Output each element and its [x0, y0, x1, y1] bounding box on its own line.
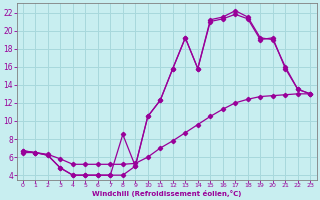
X-axis label: Windchill (Refroidissement éolien,°C): Windchill (Refroidissement éolien,°C): [92, 190, 241, 197]
